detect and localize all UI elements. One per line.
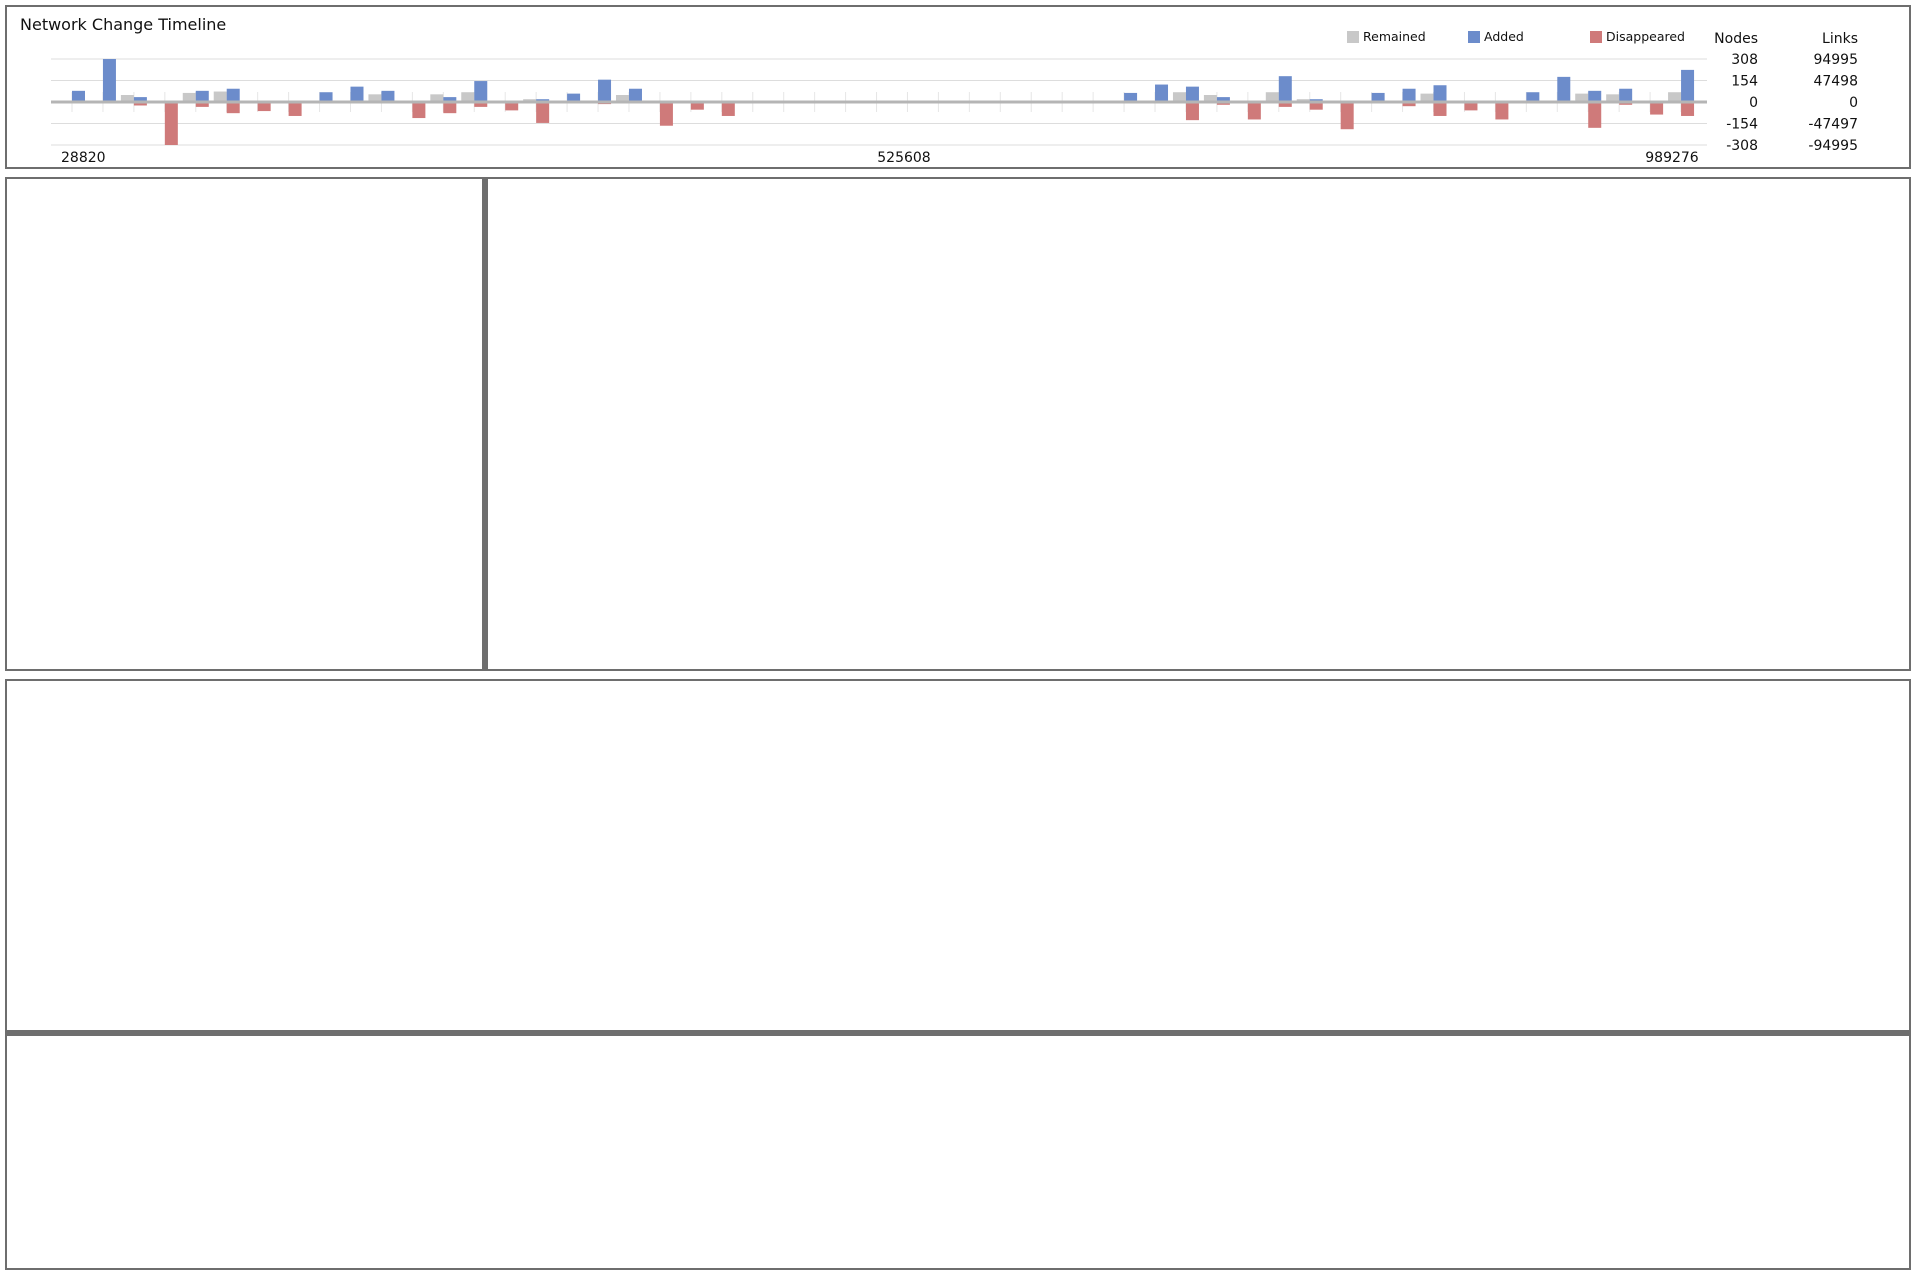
bar-remained xyxy=(1203,95,1217,102)
timeline-chart: 28820 525608 989276 Nodes 308 154 0 -154 -308 Lin… xyxy=(51,29,1858,166)
left-panel xyxy=(5,177,484,671)
y-tick-label: -154 xyxy=(1726,117,1758,133)
axis-layer: 28820 525608 989276 Nodes 308 154 0 -154 -308 Lin… xyxy=(51,31,1858,166)
bar-disappeared xyxy=(1278,102,1292,107)
bar-remained xyxy=(615,95,629,102)
y-tick-label: -94995 xyxy=(1808,138,1858,154)
bar-disappeared xyxy=(1433,102,1447,116)
bar-added xyxy=(598,79,612,102)
bar-added xyxy=(628,88,642,102)
bar-added xyxy=(567,93,581,102)
bar-disappeared xyxy=(1681,102,1695,116)
bar-remained xyxy=(213,91,227,102)
bar-disappeared xyxy=(1495,102,1509,120)
bar-added xyxy=(1185,86,1199,102)
x-tick-label: 28820 xyxy=(61,150,106,166)
legend-swatch-disappeared xyxy=(1590,31,1602,43)
bar-added xyxy=(133,97,147,102)
bar-disappeared xyxy=(164,102,178,145)
bar-disappeared xyxy=(1340,102,1354,130)
y-tick-label: 94995 xyxy=(1813,52,1858,68)
bar-disappeared xyxy=(721,102,735,116)
bar-remained xyxy=(1265,92,1279,102)
bar-remained xyxy=(1606,94,1620,102)
bar-disappeared xyxy=(1309,102,1323,110)
bar-disappeared xyxy=(536,102,550,123)
bar-disappeared xyxy=(226,102,240,114)
legend-label-remained: Remained xyxy=(1363,29,1426,44)
bar-disappeared xyxy=(195,102,209,107)
bar-disappeared xyxy=(1247,102,1261,120)
bar-added xyxy=(72,90,85,102)
bar-added xyxy=(1371,92,1385,102)
bars-layer xyxy=(72,59,1695,145)
y-tick-label: 0 xyxy=(1749,95,1758,111)
bar-added xyxy=(443,97,457,102)
bar-added xyxy=(1155,84,1169,102)
bar-disappeared xyxy=(257,102,271,112)
y-tick-label: 308 xyxy=(1731,52,1758,68)
bar-added xyxy=(1433,85,1447,102)
legend-label-disappeared: Disappeared xyxy=(1606,29,1685,44)
y-tick-label: -47497 xyxy=(1808,117,1858,133)
legend-label-added: Added xyxy=(1484,29,1524,44)
bar-disappeared xyxy=(474,102,488,107)
bar-remained xyxy=(461,92,475,102)
bar-disappeared xyxy=(1588,102,1602,128)
bar-added xyxy=(1402,88,1416,102)
bar-disappeared xyxy=(1464,102,1478,111)
bar-remained xyxy=(182,92,196,102)
bar-disappeared xyxy=(1402,102,1416,107)
y-tick-label: 47498 xyxy=(1813,74,1858,90)
bar-disappeared xyxy=(133,102,147,106)
bar-remained xyxy=(1668,92,1682,102)
bar-added xyxy=(1557,76,1571,102)
bar-added xyxy=(226,88,240,102)
bar-remained xyxy=(1575,93,1589,102)
bar-added xyxy=(1278,76,1292,102)
bar-added xyxy=(474,81,488,102)
bar-remained xyxy=(1172,92,1186,102)
y-tick-label: 154 xyxy=(1731,74,1758,90)
bar-disappeared xyxy=(659,102,673,126)
x-tick-label: 989276 xyxy=(1645,150,1699,166)
legend: Remained Added Disappeared xyxy=(1347,29,1685,44)
bar-added xyxy=(1526,92,1540,102)
bar-added xyxy=(1124,92,1138,102)
bar-added xyxy=(1619,88,1633,102)
right-panel xyxy=(484,177,1911,671)
y-axis-label-links: Links xyxy=(1822,31,1858,47)
bar-added xyxy=(350,86,364,102)
y-tick-label: 0 xyxy=(1849,95,1858,111)
bar-remained xyxy=(430,94,444,102)
y-tick-label: -308 xyxy=(1726,138,1758,154)
bar-disappeared xyxy=(443,102,457,114)
bar-added xyxy=(381,90,395,102)
bar-added xyxy=(319,92,333,102)
bar-disappeared xyxy=(412,102,426,119)
bar-disappeared xyxy=(288,102,302,116)
bar-disappeared xyxy=(1650,102,1664,115)
bar-added xyxy=(1216,97,1230,102)
x-tick-label: 525608 xyxy=(877,150,930,166)
bar-added xyxy=(195,90,209,102)
bar-disappeared xyxy=(505,102,519,111)
bar-disappeared xyxy=(1185,102,1199,121)
bottom-panel xyxy=(5,1032,1911,1270)
y-axis-label-nodes: Nodes xyxy=(1714,31,1758,47)
legend-swatch-added xyxy=(1468,31,1480,43)
timeline-panel: Network Change Timeline 28820 525608 98927… xyxy=(5,5,1911,169)
bar-disappeared xyxy=(690,102,704,110)
chart-title: Network Change Timeline xyxy=(20,15,227,34)
middle-panel xyxy=(5,679,1911,1032)
bar-added xyxy=(1588,90,1602,102)
bar-remained xyxy=(1420,93,1434,102)
bar-remained xyxy=(120,95,134,102)
legend-swatch-remained xyxy=(1347,31,1359,43)
bar-added xyxy=(102,59,116,102)
bar-added xyxy=(1681,69,1695,102)
bar-remained xyxy=(368,94,382,102)
